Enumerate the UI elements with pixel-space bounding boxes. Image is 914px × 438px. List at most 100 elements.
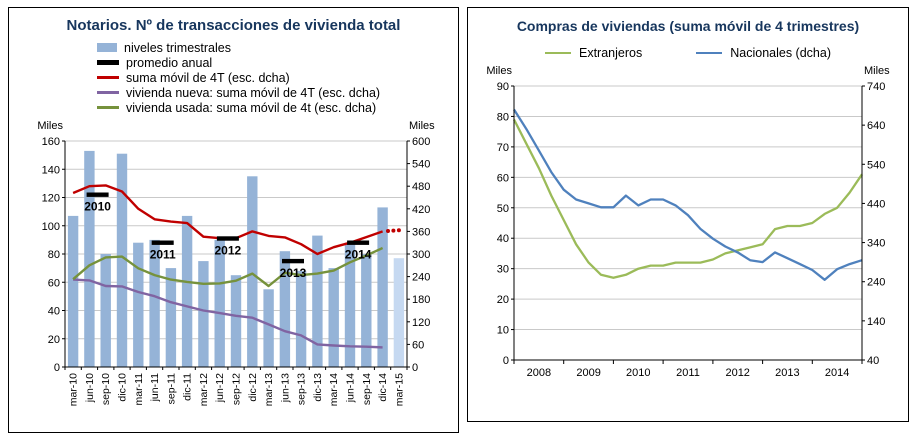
x-axis-category-label: mar-10 — [68, 373, 80, 406]
annual-average-dash — [216, 236, 239, 241]
annual-average-year-label: 2014 — [345, 248, 372, 262]
legend-label: vivienda usada: suma móvil de 4t (esc. d… — [126, 100, 377, 115]
left-axis-tick-label: 80 — [48, 249, 60, 261]
x-axis-category-label: mar-13 — [263, 373, 275, 406]
x-axis-year-label: 2008 — [527, 367, 551, 379]
left-axis-unit-label: Miles — [486, 65, 512, 77]
series-line-2 — [72, 246, 384, 288]
x-axis-category-label: sep-10 — [100, 373, 112, 405]
quarterly-level-bar — [100, 254, 111, 367]
legend-bar-swatch-icon — [97, 43, 117, 52]
quarterly-level-bar — [328, 268, 339, 367]
x-axis-year-label: 2014 — [825, 367, 849, 379]
left-legend-item: vivienda nueva: suma móvil de 4T (esc. d… — [97, 85, 458, 100]
x-axis-category-label: sep-13 — [296, 373, 308, 405]
right-axis-tick-label: 240 — [412, 272, 430, 284]
legend-label: promedio anual — [126, 55, 213, 70]
x-axis-year-label: 2013 — [775, 367, 799, 379]
left-axis-tick-label: 50 — [497, 203, 509, 215]
left-chart-legend: niveles trimestrales promedio anual suma m… — [97, 40, 458, 115]
left-axis-tick-label: 70 — [497, 142, 509, 154]
right-axis-tick-label: 40 — [867, 355, 879, 367]
right-axis-tick-label: 740 — [867, 81, 885, 93]
left-chart-title: Notarios. Nº de transacciones de viviend… — [66, 17, 401, 34]
left-chart-plot: 2010 2011 2012 2013 2014 0 20 40 60 80 100 120 140 16… — [37, 120, 435, 406]
right-axis-tick-label: 360 — [412, 226, 430, 238]
x-axis-category-label: mar-12 — [198, 373, 210, 406]
legend-line-swatch-icon — [545, 51, 571, 55]
projection-dot — [386, 229, 390, 233]
legend-line-swatch-icon — [696, 51, 723, 55]
x-axis-year-label: 2011 — [676, 367, 700, 379]
right-axis-tick-label: 420 — [412, 204, 430, 216]
x-axis-category-label: dic-11 — [182, 373, 194, 401]
series-line-1 — [73, 278, 383, 349]
x-axis-category-label: dic-12 — [247, 373, 259, 402]
right-chart-legend: Extranjeros Nacionales (dcha) — [468, 46, 908, 60]
x-axis-category-label: jun-14 — [345, 373, 357, 403]
left-axis-tick-label: 140 — [42, 164, 60, 176]
right-axis-tick-label: 140 — [867, 316, 885, 328]
quarterly-level-bar — [181, 215, 193, 367]
quarterly-level-bar — [263, 289, 274, 367]
right-axis-tick-label: 540 — [412, 159, 430, 171]
legend-line-swatch-icon — [97, 91, 119, 94]
right-axis-tick-label: 300 — [412, 249, 430, 261]
quarterly-level-bar — [279, 251, 291, 367]
left-axis-tick-label: 160 — [42, 136, 60, 148]
notaries-transactions-chart-panel: Notarios. Nº de transacciones de viviend… — [8, 7, 459, 433]
right-axis-tick-label: 180 — [412, 294, 430, 306]
series-line-1 — [513, 108, 863, 281]
home-purchases-chart-panel: Compras de viviendas (suma móvil de 4 tr… — [467, 7, 909, 422]
annual-average-year-label: 2010 — [84, 200, 111, 214]
right-axis-tick-label: 120 — [412, 317, 430, 329]
annual-average-year-label: 2012 — [215, 243, 242, 257]
left-axis-unit-label: Miles — [37, 120, 63, 132]
x-axis-year-label: 2009 — [576, 367, 600, 379]
series-line-0 — [512, 118, 863, 279]
legend-label: vivienda nueva: suma móvil de 4T (esc. d… — [126, 85, 381, 100]
right-legend-item: Nacionales (dcha) — [696, 46, 831, 60]
right-axis-tick-label: 640 — [867, 120, 885, 132]
annual-average-year-label: 2013 — [280, 266, 307, 280]
right-axis-tick-label: 0 — [412, 362, 418, 374]
left-axis-tick-label: 40 — [48, 306, 60, 318]
right-axis-tick-label: 340 — [867, 238, 885, 250]
annual-average-dash — [151, 240, 174, 245]
quarterly-level-bar — [67, 215, 79, 367]
right-axis-tick-label: 240 — [867, 277, 885, 289]
legend-label: Extranjeros — [579, 46, 643, 60]
quarterly-level-bar — [295, 270, 307, 367]
legend-label: suma móvil de 4T (esc. dcha) — [126, 70, 290, 85]
x-axis-category-label: sep-12 — [231, 373, 243, 405]
right-legend-item: Extranjeros — [545, 46, 642, 60]
quarterly-level-bar — [84, 150, 95, 367]
x-axis-year-label: 2010 — [626, 367, 650, 379]
x-axis-category-label: mar-11 — [133, 373, 145, 406]
left-axis-tick-label: 0 — [54, 362, 60, 374]
legend-line-swatch-icon — [97, 76, 119, 79]
x-axis-category-label: jun-12 — [214, 373, 226, 403]
x-axis-category-label: dic-10 — [117, 373, 129, 402]
left-axis-tick-label: 30 — [497, 264, 509, 276]
left-axis-tick-label: 20 — [48, 334, 60, 346]
quarterly-level-bar — [361, 254, 372, 367]
right-axis-tick-label: 60 — [412, 339, 424, 351]
quarterly-level-bar — [393, 258, 405, 367]
right-axis-unit-label: Miles — [864, 65, 890, 77]
right-axis-tick-label: 480 — [412, 181, 430, 193]
left-axis-tick-label: 80 — [497, 111, 509, 123]
annual-average-dash — [86, 192, 109, 197]
left-axis-tick-label: 120 — [42, 193, 60, 205]
quarterly-level-bar — [214, 239, 225, 367]
right-chart-title: Compras de viviendas (suma móvil de 4 tr… — [516, 18, 860, 34]
left-legend-item: niveles trimestrales — [97, 40, 458, 55]
quarterly-level-bar — [312, 235, 323, 367]
x-axis-category-label: mar-14 — [328, 373, 340, 406]
legend-line-swatch-icon — [97, 60, 119, 65]
x-axis-category-label: sep-11 — [165, 373, 177, 404]
x-axis-year-label: 2012 — [725, 367, 749, 379]
x-axis-category-label: jun-13 — [279, 373, 291, 403]
left-axis-tick-label: 40 — [497, 233, 509, 245]
